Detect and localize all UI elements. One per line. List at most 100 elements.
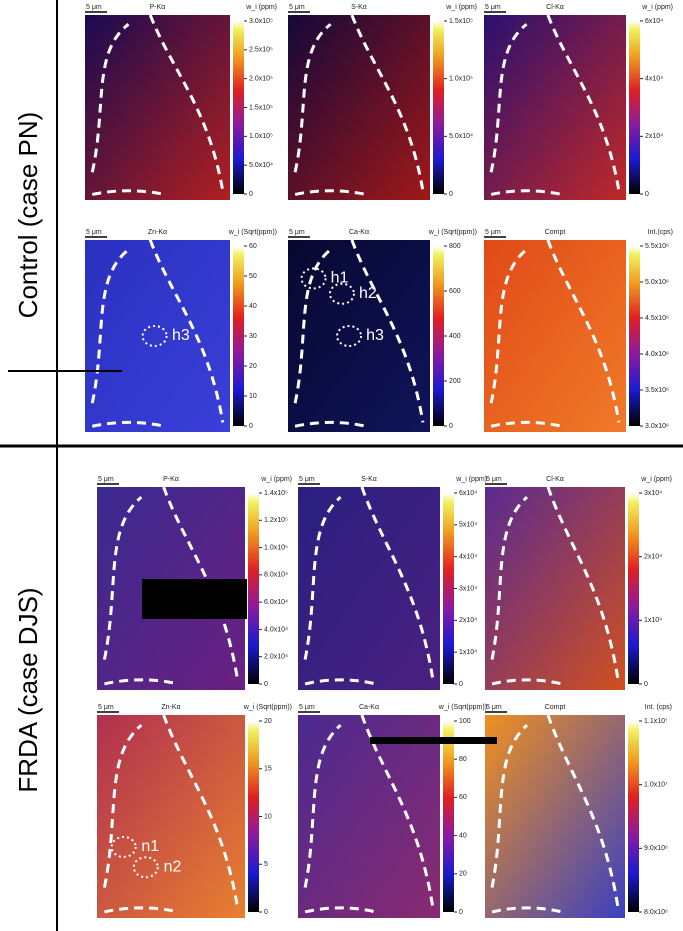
unit-label: w_i (Sqrt(ppm)) — [228, 229, 277, 236]
map — [298, 487, 440, 690]
tick-label: 6.0x10⁴ — [264, 599, 288, 606]
boundary — [91, 420, 166, 428]
colorbar — [433, 21, 444, 194]
tick-label: 3x10⁴ — [644, 490, 662, 497]
tick-label: 80 — [459, 756, 467, 763]
unit-label: w_i (ppm) — [640, 476, 672, 483]
tick-label: 30 — [249, 333, 257, 340]
tick-label: 10 — [264, 813, 272, 820]
boundary — [148, 14, 225, 192]
tick-label: 3x10⁴ — [459, 585, 477, 592]
tick-label: 0 — [249, 191, 253, 198]
tick-label: 4.0x10⁴ — [264, 626, 288, 633]
boundary — [546, 14, 621, 192]
boundary — [162, 714, 240, 909]
scale-label: 5 μm — [289, 4, 305, 11]
scale-label: 5 μm — [289, 229, 305, 236]
boundary — [90, 248, 130, 404]
tick-label: 2x10⁴ — [644, 554, 662, 561]
panels: 5 μm P-Kα w_i (ppm) 3.0x10⁵ 2.5x10⁵ 2.0x10⁵ 1.… — [85, 4, 673, 918]
boundary — [489, 23, 528, 173]
boundary — [490, 420, 563, 428]
unit-label: Int.(cps) — [648, 229, 673, 236]
colorbar — [248, 493, 259, 684]
tick-label: 5.5x10⁶ — [645, 243, 669, 250]
boundary — [304, 678, 377, 686]
colorbar — [233, 246, 244, 426]
boundary — [104, 678, 179, 686]
map — [97, 715, 245, 918]
map — [288, 15, 430, 200]
panel-title: Ca-Kα — [349, 229, 369, 236]
tick-label: 5x10⁴ — [459, 522, 477, 529]
boundary — [104, 906, 179, 914]
tick-label: 40 — [459, 832, 467, 839]
region-label: n2 — [164, 858, 182, 875]
tick-label: 5.0x10⁴ — [249, 162, 273, 169]
tick-label: 1.5x10⁵ — [449, 18, 473, 25]
unit-label: w_i (ppm) — [260, 476, 292, 483]
tick-label: 10 — [249, 393, 257, 400]
tick-label: 0 — [264, 681, 268, 688]
panel-title: S-Kα — [351, 4, 367, 11]
panel-title: Zn-Kα — [148, 229, 167, 236]
tick-label: 0 — [264, 909, 268, 916]
boundary — [360, 714, 435, 909]
tick-label: 1.0x10⁵ — [264, 544, 288, 551]
unit-label: w_i (ppm) — [455, 476, 487, 483]
tick-label: 4x10⁴ — [645, 76, 663, 83]
scale-label: 5 μm — [86, 4, 102, 11]
unit-label: w_i (ppm) — [641, 4, 673, 11]
tick-label: 600 — [449, 288, 461, 295]
map — [85, 15, 230, 200]
region-label: h3 — [366, 327, 384, 344]
panel-title: Ca-Kα — [359, 704, 379, 711]
tick-label: 800 — [449, 243, 461, 250]
scale-label: 5 μm — [485, 4, 501, 11]
boundary — [162, 486, 240, 681]
tick-label: 20 — [249, 363, 257, 370]
colorbar — [629, 246, 640, 426]
panel-title: Cl-Kα — [546, 476, 564, 483]
tick-label: 0 — [644, 681, 648, 688]
region — [336, 325, 363, 347]
tick-label: 0 — [449, 423, 453, 430]
unit-label: w_i (ppm) — [245, 4, 277, 11]
tick-label: 8.0x10⁴ — [264, 572, 288, 579]
boundary — [294, 420, 367, 428]
tick-label: 3.5x10⁶ — [645, 387, 669, 394]
map — [484, 240, 626, 432]
tick-label: 50 — [249, 273, 257, 280]
map — [485, 715, 625, 918]
colorbar — [248, 721, 259, 912]
tick-label: 400 — [449, 333, 461, 340]
map — [85, 240, 230, 432]
colorbar — [233, 21, 244, 194]
tick-label: 2x10⁴ — [459, 617, 477, 624]
scale-label: 5 μm — [486, 704, 502, 711]
boundary — [303, 724, 342, 888]
boundary — [350, 14, 425, 192]
tick-label: 8.0x10⁶ — [644, 909, 668, 916]
scale-label: 5 μm — [98, 704, 114, 711]
tick-label: 5.0x10⁶ — [645, 279, 669, 286]
panel-title: Cl-Kα — [546, 4, 564, 11]
tick-label: 3.0x10⁵ — [249, 18, 273, 25]
boundary — [350, 239, 425, 423]
unit-label: w_i (Sqrt(ppm)) — [428, 229, 477, 236]
tick-label: 0 — [249, 423, 253, 430]
colorbar — [629, 21, 640, 194]
row-label: FRDA (case DJS) — [13, 587, 43, 792]
boundary — [102, 723, 143, 888]
tick-label: 15 — [264, 766, 272, 773]
tick-label: 100 — [459, 718, 471, 725]
region — [141, 325, 168, 347]
colorbar — [443, 493, 454, 684]
colorbar — [433, 246, 444, 426]
panel-title: Compt — [545, 704, 566, 711]
tick-label: 6x10⁴ — [645, 18, 663, 25]
boundary — [304, 906, 377, 914]
region — [132, 856, 159, 879]
boundary — [294, 189, 367, 196]
tick-label: 1.0x10⁵ — [249, 133, 273, 140]
